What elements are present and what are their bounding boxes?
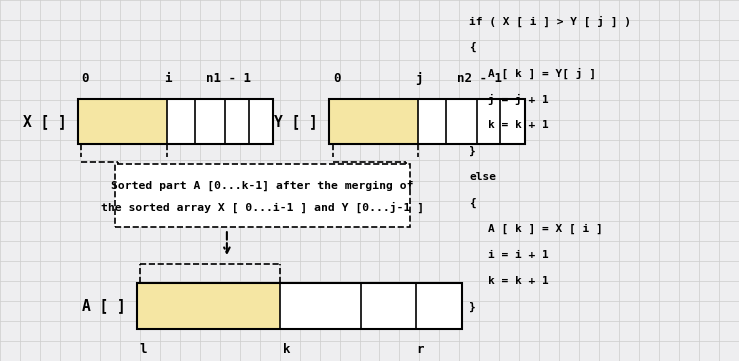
Text: }: }: [469, 302, 476, 312]
Text: A [ ]: A [ ]: [82, 299, 126, 313]
Bar: [329, 99, 418, 144]
Bar: [137, 283, 280, 329]
Text: k = k + 1: k = k + 1: [488, 120, 548, 130]
Text: n2 - 1: n2 - 1: [457, 72, 502, 85]
Text: A [ k ] = X [ i ]: A [ k ] = X [ i ]: [488, 224, 602, 234]
Text: k = k + 1: k = k + 1: [488, 276, 548, 286]
Text: Y [ ]: Y [ ]: [274, 114, 318, 129]
Text: }: }: [469, 146, 476, 156]
Bar: [78, 99, 167, 144]
Text: {: {: [469, 198, 476, 208]
Text: i = i + 1: i = i + 1: [488, 250, 548, 260]
Text: r: r: [416, 343, 423, 356]
Text: else: else: [469, 172, 497, 182]
Bar: [418, 99, 525, 144]
Bar: [78, 99, 273, 144]
Text: 0: 0: [333, 72, 341, 85]
Text: the sorted array X [ 0...i-1 ] and Y [0...j-1 ]: the sorted array X [ 0...i-1 ] and Y [0.…: [101, 201, 424, 213]
Text: n1 - 1: n1 - 1: [206, 72, 251, 85]
Text: j = j + 1: j = j + 1: [488, 94, 548, 105]
Bar: [167, 99, 273, 144]
Text: X [ ]: X [ ]: [23, 114, 67, 129]
Text: k: k: [282, 343, 290, 356]
Text: {: {: [469, 42, 476, 52]
Text: i: i: [164, 72, 171, 85]
Text: A [ k ] = Y[ j ]: A [ k ] = Y[ j ]: [488, 68, 596, 79]
Text: l: l: [140, 343, 147, 356]
Text: j: j: [415, 72, 423, 85]
Bar: [137, 283, 462, 329]
Bar: [329, 99, 525, 144]
Bar: [280, 283, 462, 329]
Text: 0: 0: [82, 72, 89, 85]
Text: if ( X [ i ] > Y [ j ] ): if ( X [ i ] > Y [ j ] ): [469, 16, 631, 27]
Text: Sorted part A [0...k-1] after the merging of: Sorted part A [0...k-1] after the mergin…: [111, 181, 414, 191]
Bar: [115, 164, 410, 227]
